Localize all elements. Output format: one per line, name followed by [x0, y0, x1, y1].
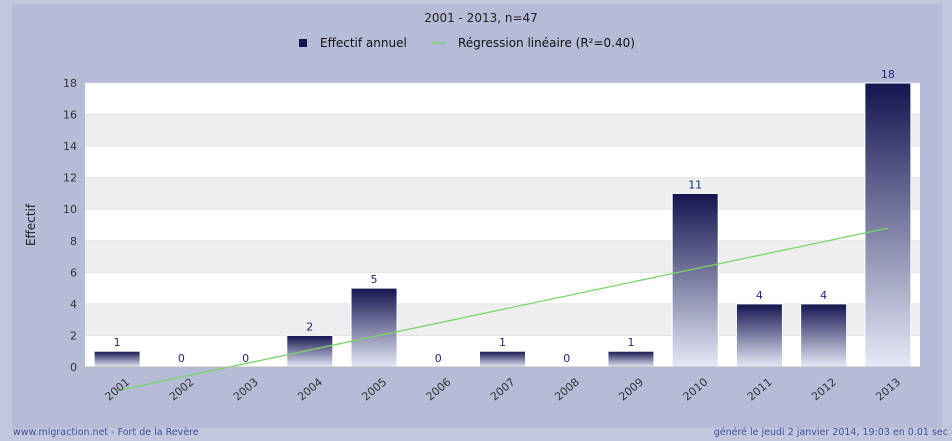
y-tick-label: 8 — [70, 235, 77, 248]
data-label: 1 — [499, 336, 506, 349]
chart-title: 2001 - 2013, n=47 — [424, 11, 538, 25]
y-tick-label: 16 — [63, 109, 77, 122]
data-label: 0 — [435, 352, 442, 365]
y-tick-label: 4 — [70, 298, 77, 311]
bar[interactable] — [350, 287, 398, 368]
bar[interactable] — [671, 192, 719, 368]
legend: Effectif annuel Régression linéaire (R²=… — [299, 36, 635, 50]
grid-band — [85, 303, 920, 336]
data-label: 4 — [820, 289, 827, 302]
bar[interactable] — [800, 303, 848, 368]
bar[interactable] — [607, 350, 655, 368]
x-tick-label: 2013 — [873, 375, 903, 403]
grid-band — [85, 177, 920, 210]
x-tick-label: 2011 — [745, 375, 775, 403]
data-label: 1 — [114, 336, 121, 349]
y-tick-label: 2 — [70, 329, 77, 342]
y-tick-label: 14 — [63, 140, 77, 153]
grid-band — [85, 240, 920, 273]
data-label: 18 — [881, 68, 895, 81]
data-label: 11 — [688, 178, 702, 191]
data-label: 1 — [627, 336, 634, 349]
footer-generated: généré le jeudi 2 janvier 2014, 19:03 en… — [713, 427, 948, 438]
y-tick-label: 10 — [63, 203, 77, 216]
x-tick-label: 2003 — [231, 375, 261, 403]
bar[interactable] — [735, 303, 783, 368]
footer-source: www.migraction.net - Fort de la Revère — [13, 427, 199, 438]
x-tick-label: 2007 — [488, 375, 518, 403]
bar[interactable] — [479, 350, 526, 368]
data-label: 0 — [178, 352, 185, 365]
x-tick-label: 2004 — [295, 375, 325, 403]
bar[interactable] — [286, 334, 334, 368]
trendline — [116, 227, 889, 392]
x-tick-label: 2009 — [616, 375, 646, 403]
data-label: 5 — [371, 273, 378, 286]
x-tick-label: 2010 — [681, 375, 711, 403]
data-label: 2 — [306, 320, 313, 333]
bar[interactable] — [864, 82, 912, 368]
data-label: 0 — [242, 352, 249, 365]
y-tick-label: 18 — [63, 77, 77, 90]
legend-bar-swatch — [299, 39, 307, 47]
y-tick-label: 12 — [63, 172, 77, 185]
x-tick-label: 2008 — [552, 375, 582, 403]
x-tick-label: 2001 — [103, 375, 133, 403]
x-tick-label: 2012 — [809, 375, 839, 403]
y-tick-label: 0 — [70, 361, 77, 374]
y-tick-label: 6 — [70, 266, 77, 279]
data-label: 0 — [563, 352, 570, 365]
x-tick-label: 2005 — [359, 375, 389, 403]
data-label: 4 — [756, 289, 763, 302]
grid-band — [85, 114, 920, 147]
bar[interactable] — [93, 350, 141, 368]
legend-trend-label: Régression linéaire (R²=0.40) — [458, 36, 635, 50]
y-axis-label: Effectif — [24, 203, 38, 246]
x-tick-label: 2006 — [424, 375, 454, 403]
legend-bar-label: Effectif annuel — [320, 36, 407, 50]
